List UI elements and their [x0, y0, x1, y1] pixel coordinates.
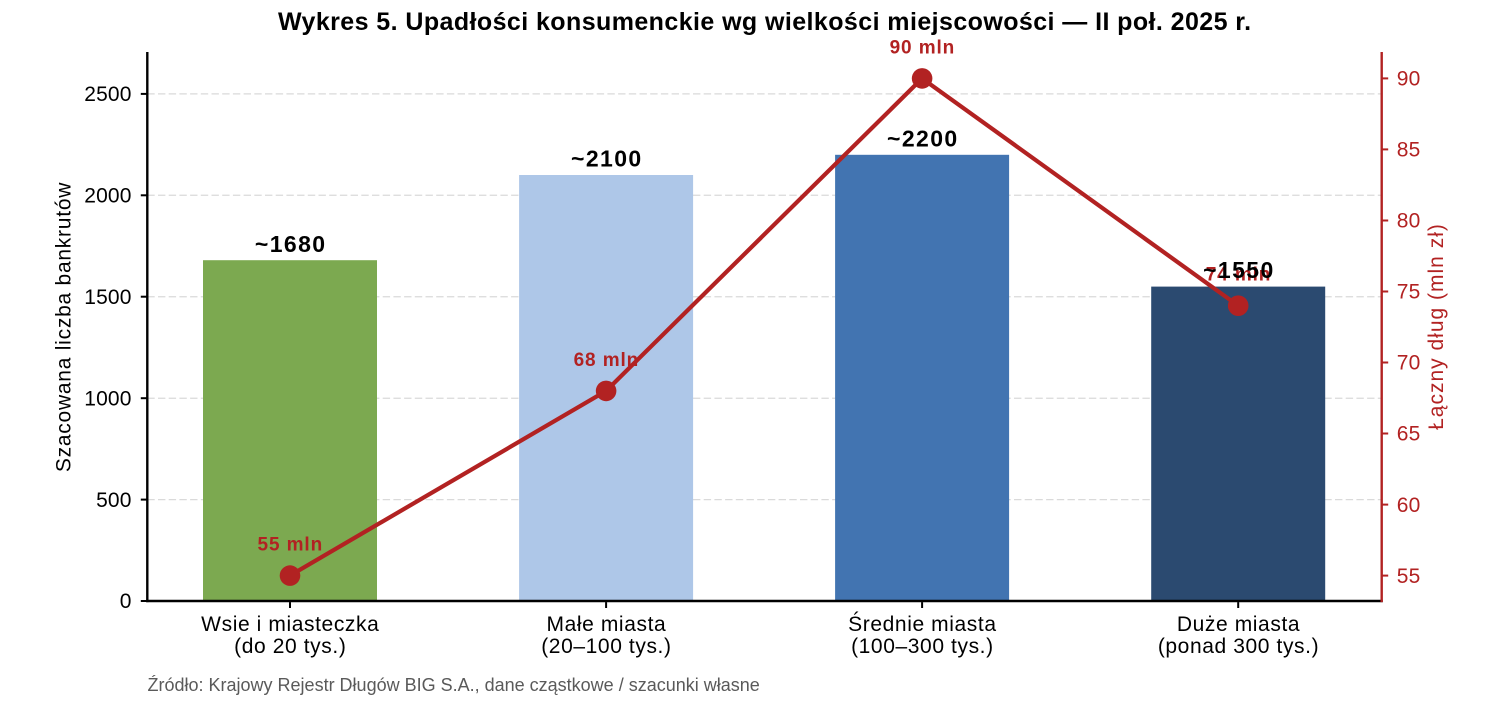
svg-text:~1550: ~1550 [1203, 257, 1275, 283]
svg-text:1500: 1500 [84, 286, 131, 309]
svg-text:Łączny dług (mln zł): Łączny dług (mln zł) [1425, 223, 1448, 430]
svg-text:Szacowana liczba bankrutów: Szacowana liczba bankrutów [53, 182, 76, 472]
svg-text:(ponad 300 tys.): (ponad 300 tys.) [1158, 635, 1319, 658]
svg-text:~1680: ~1680 [255, 231, 327, 257]
svg-text:65: 65 [1397, 423, 1421, 446]
svg-text:70: 70 [1397, 352, 1421, 375]
svg-text:(do 20 tys.): (do 20 tys.) [234, 635, 346, 658]
svg-text:85: 85 [1397, 139, 1421, 162]
svg-text:1000: 1000 [84, 387, 131, 410]
svg-text:90 mln: 90 mln [890, 37, 956, 58]
svg-text:68 mln: 68 mln [574, 350, 640, 371]
svg-text:Małe miasta: Małe miasta [546, 613, 666, 636]
svg-text:60: 60 [1397, 494, 1421, 517]
svg-text:0: 0 [120, 590, 132, 613]
svg-text:90: 90 [1397, 68, 1421, 91]
svg-text:2000: 2000 [84, 185, 131, 208]
svg-text:75: 75 [1397, 281, 1421, 304]
svg-text:Duże miasta: Duże miasta [1177, 613, 1300, 636]
svg-text:2500: 2500 [84, 83, 131, 106]
svg-text:Wykres 5. Upadłości konsumenck: Wykres 5. Upadłości konsumenckie wg wiel… [278, 8, 1252, 36]
svg-text:~2200: ~2200 [887, 125, 959, 151]
svg-text:~2100: ~2100 [571, 146, 643, 172]
svg-text:(20–100 tys.): (20–100 tys.) [541, 635, 671, 658]
svg-text:Średnie miasta: Średnie miasta [848, 612, 996, 636]
svg-text:80: 80 [1397, 210, 1421, 233]
svg-text:55 mln: 55 mln [258, 535, 324, 556]
svg-text:Wsie i miasteczka: Wsie i miasteczka [201, 613, 379, 636]
svg-text:Źródło: Krajowy Rejestr Długów: Źródło: Krajowy Rejestr Długów BIG S.A.,… [148, 675, 760, 695]
svg-text:500: 500 [96, 489, 132, 512]
svg-text:74 mln: 74 mln [1206, 265, 1272, 286]
svg-text:(100–300 tys.): (100–300 tys.) [851, 635, 994, 658]
svg-text:55: 55 [1397, 565, 1421, 588]
